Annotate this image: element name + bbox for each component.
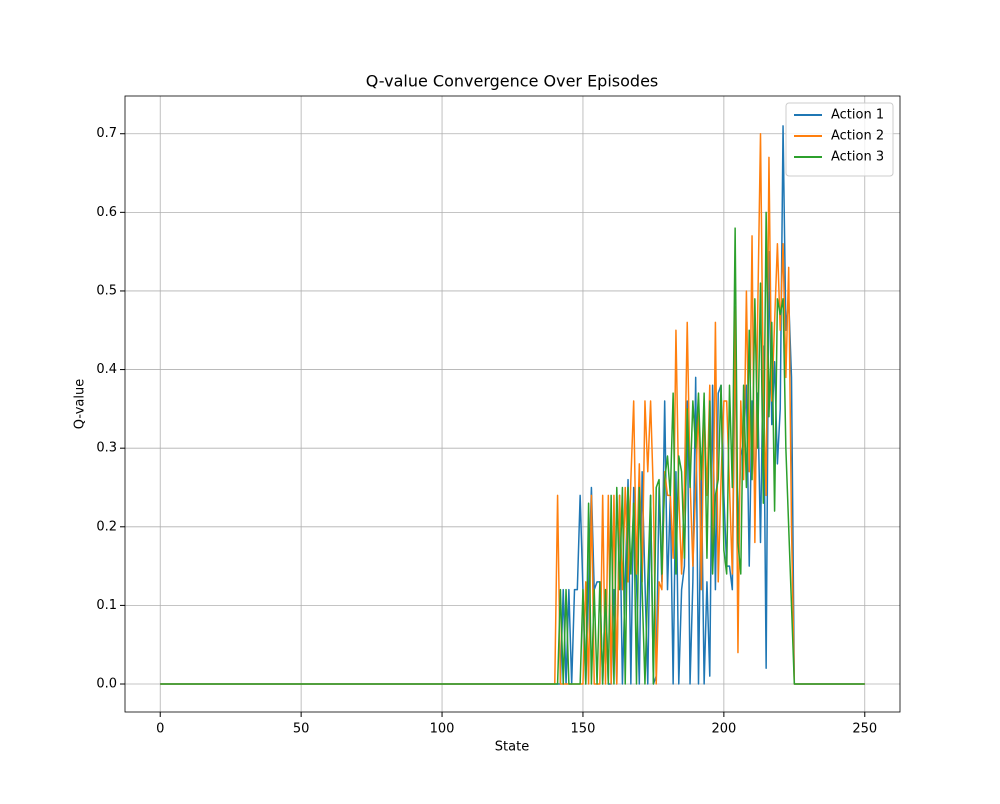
plot-frame <box>124 95 901 713</box>
y-tick-label: 0.7 <box>96 126 117 141</box>
legend-label: Action 1 <box>831 108 884 123</box>
y-tick-label: 0.5 <box>96 283 117 298</box>
y-tick-label: 0.1 <box>96 598 117 613</box>
legend-label: Action 2 <box>831 129 884 144</box>
y-tick-label: 0.4 <box>96 362 117 377</box>
x-tick-label: 250 <box>852 722 877 737</box>
x-tick-label: 100 <box>430 722 455 737</box>
y-tick-label: 0.0 <box>96 677 117 692</box>
x-tick-label: 150 <box>571 722 596 737</box>
y-axis-label: Q-value <box>73 379 88 429</box>
chart-title: Q-value Convergence Over Episodes <box>366 72 659 91</box>
x-tick-label: 200 <box>711 722 736 737</box>
x-tick-label: 0 <box>156 722 164 737</box>
x-tick-label: 50 <box>293 722 310 737</box>
legend-label: Action 3 <box>831 150 884 165</box>
y-tick-label: 0.2 <box>96 519 117 534</box>
x-axis-label: State <box>495 740 529 755</box>
y-tick-label: 0.6 <box>96 205 117 220</box>
y-tick-label: 0.3 <box>96 441 117 456</box>
series-line <box>160 211 865 685</box>
